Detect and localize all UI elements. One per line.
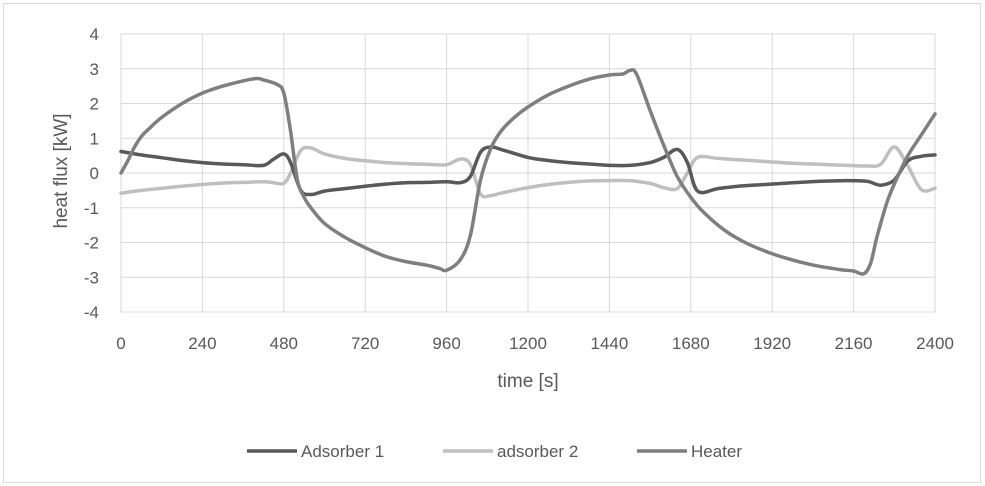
- y-axis-title: heat flux [kW]: [51, 113, 72, 228]
- x-tick-label: 0: [116, 334, 125, 353]
- legend-label-heater: Heater: [691, 442, 742, 461]
- x-tick-label: 1920: [753, 334, 791, 353]
- x-tick-label: 240: [188, 334, 216, 353]
- y-tick-label: -1: [84, 199, 99, 218]
- x-tick-label: 1440: [590, 334, 628, 353]
- y-tick-label: 0: [90, 164, 99, 183]
- series-line-heater: [119, 68, 937, 276]
- y-tick-label: 2: [90, 95, 99, 114]
- x-tick-label: 1680: [672, 334, 710, 353]
- x-tick-label: 2400: [916, 334, 954, 353]
- grid: [120, 33, 936, 313]
- series-line-adsorber-1: [119, 145, 937, 197]
- x-tick-label: 480: [270, 334, 298, 353]
- x-axis-title: time [s]: [497, 371, 558, 392]
- y-tick-label: -3: [84, 268, 99, 287]
- x-tick-label: 1200: [509, 334, 547, 353]
- legend-label-adsorber-2: adsorber 2: [497, 442, 578, 461]
- x-tick-label: 960: [432, 334, 460, 353]
- x-tick-label: 720: [351, 334, 379, 353]
- series-lines: [119, 68, 937, 276]
- y-tick-label: 3: [90, 60, 99, 79]
- legend-label-adsorber-1: Adsorber 1: [301, 442, 384, 461]
- x-tick-label: 2160: [835, 334, 873, 353]
- y-tick-label: 4: [90, 25, 99, 44]
- y-tick-label: -2: [84, 234, 99, 253]
- series-line-adsorber-2: [119, 145, 937, 199]
- legend: Adsorber 1 adsorber 2 Heater: [247, 442, 742, 461]
- y-tick-label: 1: [90, 129, 99, 148]
- y-tick-label: -4: [84, 303, 99, 322]
- tick-labels: -4 -3 -2 -1 0 1 2 3 4 0 240 480 720 960 1200 1440 1680 19…: [84, 25, 954, 353]
- chart-frame: [3, 3, 981, 483]
